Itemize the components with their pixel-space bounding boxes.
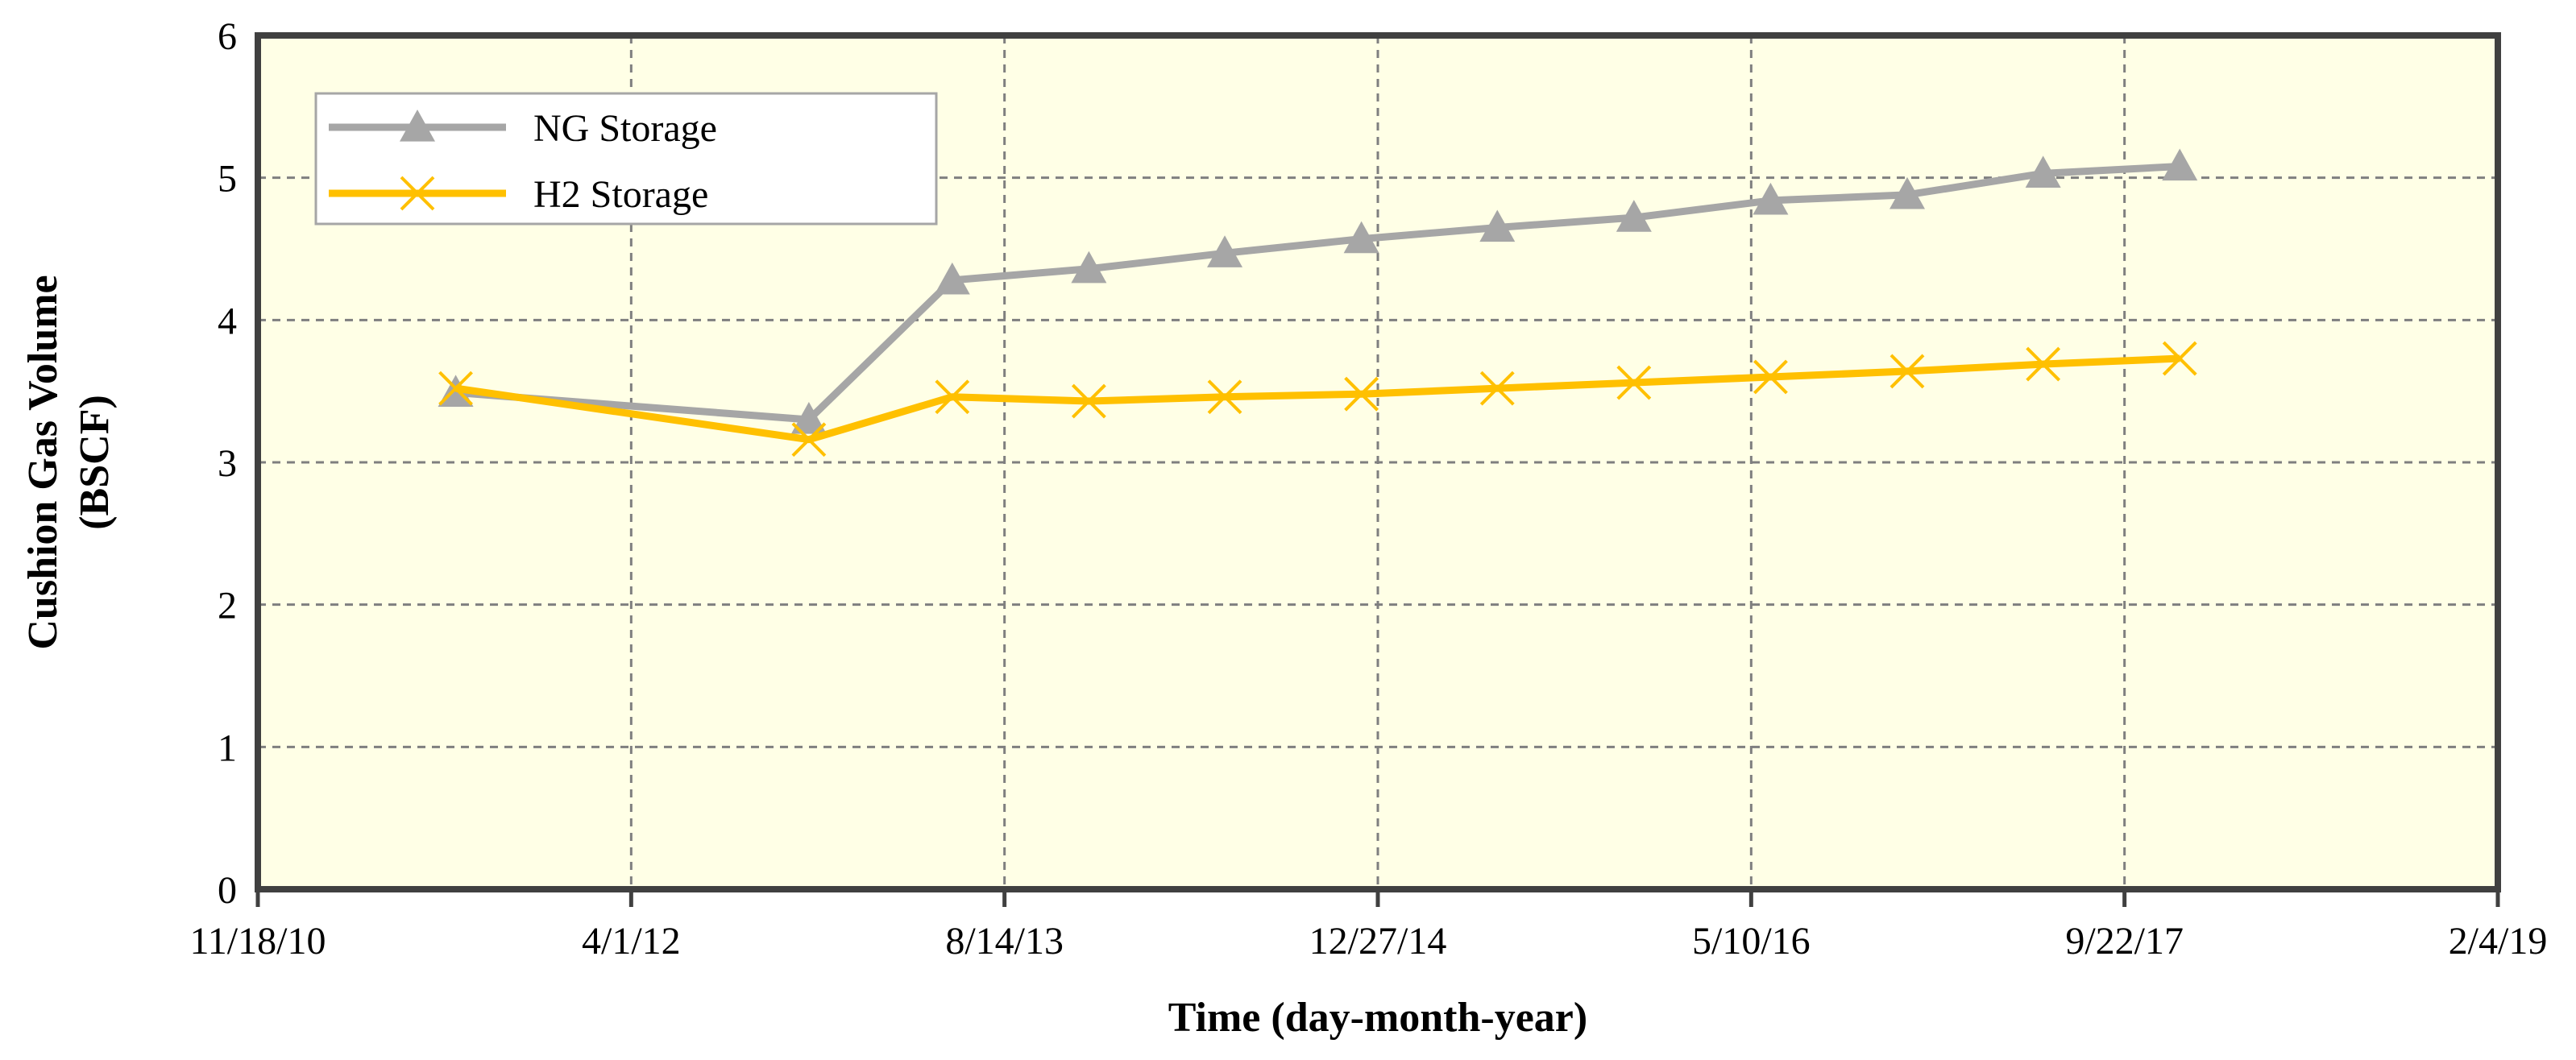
x-marker [1616,365,1652,400]
series-ng-storage [438,148,2198,434]
x-tick-label: 2/4/19 [2449,920,2548,963]
triangle-marker [2162,148,2198,181]
x-marker-stroke [1479,371,1515,406]
legend-label: NG Storage [533,107,717,150]
x-marker [1071,383,1106,419]
x-marker [935,379,970,415]
triangle-marker [934,262,970,295]
series-h2-storage [438,341,2197,458]
x-marker-stroke [1889,354,1925,389]
triangle-marker [1207,235,1243,267]
x-marker [1207,379,1242,415]
x-marker-stroke [1616,365,1652,400]
series-line-ng-storage [455,163,2180,424]
series-line-h2-storage [454,354,2180,444]
triangle-marker [1071,251,1107,284]
x-marker-stroke [400,176,435,211]
x-tick-label: 4/1/12 [582,920,681,963]
x-marker-stroke [1753,359,1788,395]
x-marker [2026,346,2061,382]
x-marker-stroke [935,379,970,415]
y-tick-label: 5 [218,158,237,201]
x-marker [2162,341,2197,376]
triangle-marker [1889,176,1926,209]
triangle-marker [2025,155,2061,188]
x-marker-stroke [438,371,473,406]
y-tick-label: 1 [218,727,237,769]
triangle-marker [1616,200,1652,232]
x-tick-label: 12/27/14 [1309,920,1447,963]
x-tick-label: 11/18/10 [190,920,326,963]
x-marker [791,422,827,458]
x-tick-label: 9/22/17 [2065,920,2184,963]
x-marker [1479,371,1515,406]
x-marker-stroke [2026,346,2061,382]
series-layer [438,148,2198,458]
x-marker-stroke [2162,341,2197,376]
grid-lines [258,35,2498,889]
x-marker [400,176,435,211]
x-tick-label: 5/10/16 [1692,920,1811,963]
x-marker-stroke [1207,379,1242,415]
x-marker [438,371,473,406]
triangle-marker [790,402,827,434]
triangle-marker [1343,221,1379,254]
y-tick-label: 4 [218,300,237,342]
y-tick-label: 2 [218,585,237,627]
y-tick-label: 6 [218,15,237,58]
x-marker-stroke [791,422,827,458]
y-tick-label: 3 [218,442,237,485]
triangle-marker [1753,182,1789,215]
legend-label: H2 Storage [533,173,708,216]
axes: 0 1 2 3 4 5 6 11/18/10 4/1/12 8/14/13 12/27/14 5/10… [190,15,2548,963]
triangle-marker [400,110,435,142]
legend: NG Storage H2 Storage [314,92,938,226]
x-marker [1889,354,1925,389]
x-marker [1753,359,1788,395]
triangle-marker [1479,209,1516,242]
x-tick-label: 8/14/13 [945,920,1064,963]
y-axis-title-unit: (BSCF) [72,395,118,530]
y-tick-label: 0 [218,869,237,912]
x-marker [1344,376,1379,412]
y-axis-title: Cushion Gas Volume [20,275,66,649]
x-marker-stroke [1071,383,1106,419]
x-marker-stroke [1344,376,1379,412]
x-axis-title: Time (day-month-year) [1168,995,1587,1041]
